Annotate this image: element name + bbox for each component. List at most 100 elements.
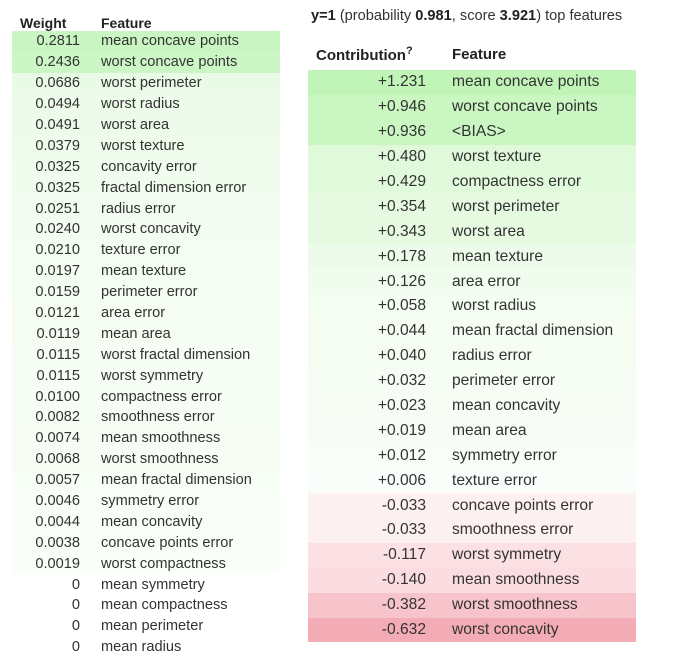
feature-name: compactness error	[452, 173, 582, 190]
weight-value: 0.0044	[35, 513, 80, 530]
weight-value: 0	[71, 597, 80, 614]
help-tooltip-icon[interactable]: ?	[405, 44, 413, 57]
table-row: 0.0494 worst radius	[12, 93, 280, 115]
feature-name: worst perimeter	[452, 197, 560, 215]
table-row: 0.0686 worst perimeter	[12, 72, 280, 94]
weight-value: 0.0057	[35, 472, 80, 489]
feature-name: worst concavity	[101, 221, 201, 238]
target-label: y=1	[311, 8, 336, 24]
table-row: 0 mean perimeter	[12, 615, 280, 637]
feature-name: mean concave points	[101, 33, 239, 50]
table-row: 0.0210 texture error	[12, 239, 280, 261]
contribution-value: +0.343	[377, 222, 426, 240]
feature-name: symmetry error	[101, 493, 200, 510]
contrib-table-header: Contribution? Feature	[308, 38, 636, 70]
table-row: 0 mean compactness	[12, 595, 280, 616]
feature-name: mean smoothness	[101, 430, 221, 447]
weight-value: 0.0197	[35, 263, 80, 280]
table-row: 0.0082 smoothness error	[12, 407, 280, 428]
feature-name: worst symmetry	[101, 367, 204, 384]
prediction-title: y=1 (probability 0.981, score 3.921) top…	[311, 8, 622, 24]
table-row: 0.0121 area error	[12, 302, 280, 324]
feature-name: fractal dimension error	[101, 179, 247, 196]
feature-name: worst texture	[452, 148, 542, 166]
table-row: 0.0115 worst symmetry	[12, 365, 280, 387]
feature-name: radius error	[452, 347, 532, 365]
feature-name: worst radius	[452, 297, 537, 315]
feature-name: texture error	[452, 471, 537, 489]
table-row: +0.429 compactness error	[308, 169, 636, 195]
weight-value: 0.0119	[36, 325, 80, 342]
contribution-value: -0.117	[382, 546, 426, 564]
table-row: +0.012 symmetry error	[308, 443, 636, 469]
table-row: -0.033 concave points error	[308, 493, 636, 519]
contribution-value: +0.936	[377, 123, 426, 141]
feature-name: worst texture	[101, 137, 185, 154]
feature-name: mean concavity	[101, 513, 203, 530]
table-row: +0.936 <BIAS>	[308, 119, 636, 145]
contribution-value: +0.429	[377, 173, 426, 190]
feature-name: concave points error	[101, 534, 234, 551]
table-row: 0.0115 worst fractal dimension	[12, 344, 280, 366]
contrib-table-body: +1.231 mean concave points +0.946 worst con…	[308, 70, 636, 643]
feature-name: symmetry error	[452, 446, 557, 464]
weight-value: 0.0325	[35, 179, 80, 196]
feature-name: radius error	[101, 200, 176, 217]
contribution-value: +0.354	[377, 197, 426, 215]
feature-name: mean radius	[101, 639, 182, 656]
feature-name: mean symmetry	[101, 576, 205, 593]
table-row: +0.126 area error	[308, 269, 636, 295]
table-row: +0.032 perimeter error	[308, 368, 636, 394]
contribution-value: +0.006	[377, 471, 426, 489]
feature-name: worst concavity	[452, 621, 559, 639]
contribution-value: +0.032	[377, 372, 426, 390]
weight-value: 0.0210	[35, 242, 80, 259]
feature-name: mean concavity	[452, 397, 561, 415]
table-row: 0.0038 concave points error	[12, 532, 280, 554]
weight-value: 0.0074	[35, 430, 80, 447]
title-mid-text: , score	[451, 8, 500, 24]
feature-name: smoothness error	[101, 409, 215, 426]
table-row: 0.0074 mean smoothness	[12, 427, 280, 449]
table-row: +0.023 mean concavity	[308, 393, 636, 419]
feature-name: worst smoothness	[101, 451, 219, 468]
feature-name: mean fractal dimension	[452, 322, 614, 340]
weight-value: 0	[71, 639, 80, 656]
table-row: 0.2436 worst concave points	[12, 51, 280, 73]
feature-name: area error	[452, 272, 521, 290]
table-row: -0.117 worst symmetry	[308, 542, 636, 568]
weight-value: 0.0068	[35, 451, 80, 468]
title-open-text: (probability	[335, 8, 416, 24]
weights-table-body: 0.2811 mean concave points 0.2436 worst con…	[12, 31, 280, 658]
feature-column-header: Feature	[101, 15, 152, 31]
feature-name: <BIAS>	[452, 123, 506, 141]
feature-name: mean texture	[101, 263, 187, 280]
table-row: +0.178 mean texture	[308, 244, 636, 270]
weight-value: 0.0121	[35, 305, 80, 322]
weight-value: 0.0100	[35, 388, 80, 405]
feature-name: worst smoothness	[452, 596, 578, 614]
feature-name: compactness error	[101, 388, 222, 405]
table-row: +0.006 texture error	[308, 468, 636, 494]
weight-value: 0	[71, 618, 80, 635]
feature-name: worst compactness	[101, 555, 226, 572]
weight-value: 0.0491	[35, 117, 80, 133]
weight-value: 0.0686	[35, 75, 80, 92]
contribution-value: -0.140	[381, 571, 426, 589]
contribution-value: +0.946	[377, 98, 426, 116]
table-row: 0.0046 symmetry error	[12, 490, 280, 512]
table-row: +0.946 worst concave points	[308, 94, 636, 120]
weight-value: 0.0115	[36, 367, 80, 384]
contribution-header-label: Contribution	[316, 46, 406, 64]
weight-value: 0.0159	[35, 284, 80, 301]
table-row: +0.058 worst radius	[308, 294, 636, 319]
contribution-value: +0.178	[377, 247, 426, 265]
table-row: 0.0251 radius error	[12, 198, 280, 220]
feature-name: concavity error	[101, 158, 197, 175]
feature-name: area error	[101, 305, 166, 322]
feature-name: mean smoothness	[452, 571, 580, 589]
weights-table-header: Weight Feature	[12, 9, 280, 31]
contribution-value: +0.058	[377, 297, 426, 315]
feature-name: mean concave points	[452, 73, 600, 91]
weight-value: 0.0038	[35, 534, 80, 551]
